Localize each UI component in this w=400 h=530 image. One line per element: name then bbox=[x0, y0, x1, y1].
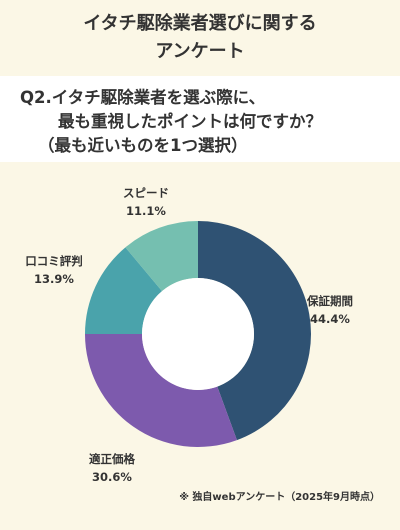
survey-title-line1: イタチ駆除業者選びに関する bbox=[83, 13, 317, 34]
slice-label-speed: スピード 11.1% bbox=[123, 184, 169, 220]
donut-hole bbox=[142, 278, 254, 390]
slice-name-speed: スピード bbox=[123, 186, 169, 200]
footnote: ※ 独自webアンケート（2025年9月時点） bbox=[179, 492, 380, 503]
slice-label-tekisei: 適正価格 30.6% bbox=[89, 450, 135, 486]
slice-name-tekisei: 適正価格 bbox=[89, 452, 135, 466]
slice-label-kuchikomi: 口コミ評判 13.9% bbox=[25, 252, 83, 288]
donut-slice-3 bbox=[125, 221, 198, 292]
slice-name-kuchikomi: 口コミ評判 bbox=[25, 254, 83, 268]
question-band bbox=[0, 76, 400, 162]
slice-value-speed: 11.1% bbox=[126, 204, 166, 218]
question-line2: 最も重視したポイントは何ですか？ bbox=[58, 112, 322, 131]
donut-slice-2 bbox=[85, 247, 163, 334]
slice-value-hosho: 44.4% bbox=[310, 312, 350, 326]
donut-slice-1 bbox=[84, 334, 237, 448]
slice-name-hosho: 保証期間 bbox=[307, 294, 353, 308]
slice-value-tekisei: 30.6% bbox=[92, 470, 132, 484]
slice-label-hosho: 保証期間 44.4% bbox=[307, 292, 353, 328]
survey-title: イタチ駆除業者選びに関する アンケート bbox=[0, 10, 400, 66]
question-line3: （最も近いものを1つ選択） bbox=[38, 136, 248, 155]
slice-value-kuchikomi: 13.9% bbox=[34, 272, 74, 286]
donut-slice-0 bbox=[198, 221, 311, 441]
question-line1: Q2.イタチ駆除業者を選ぶ際に、 bbox=[20, 88, 266, 107]
survey-title-line2: アンケート bbox=[155, 41, 245, 62]
